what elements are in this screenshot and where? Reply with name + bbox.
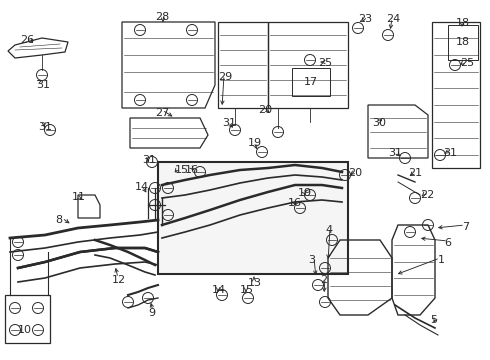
Text: 10: 10 <box>18 325 32 335</box>
Text: 31: 31 <box>142 155 156 165</box>
Text: 14: 14 <box>212 285 226 295</box>
Text: 19: 19 <box>298 188 312 198</box>
Text: 25: 25 <box>318 58 332 68</box>
Text: 4: 4 <box>325 225 332 235</box>
Text: 16: 16 <box>288 198 302 208</box>
Text: 13: 13 <box>248 278 262 288</box>
Text: 6: 6 <box>444 238 451 248</box>
Text: 31: 31 <box>36 80 50 90</box>
Text: 22: 22 <box>420 190 434 200</box>
Text: 9: 9 <box>148 308 155 318</box>
Text: 21: 21 <box>408 168 422 178</box>
Text: 18: 18 <box>456 18 470 28</box>
Text: 25: 25 <box>460 58 474 68</box>
Text: 1: 1 <box>438 255 445 265</box>
Text: 23: 23 <box>358 14 372 24</box>
Text: 28: 28 <box>155 12 169 22</box>
Text: 16: 16 <box>185 165 199 175</box>
Text: 15: 15 <box>175 165 189 175</box>
Bar <box>5 295 50 343</box>
Text: 11: 11 <box>72 192 86 202</box>
Text: 15: 15 <box>240 285 254 295</box>
Text: 24: 24 <box>386 14 400 24</box>
Text: 20: 20 <box>258 105 272 115</box>
Text: 8: 8 <box>55 215 62 225</box>
Text: 29: 29 <box>218 72 232 82</box>
Bar <box>292 68 330 96</box>
Text: 2: 2 <box>320 275 327 285</box>
Bar <box>448 25 478 60</box>
Text: 31: 31 <box>443 148 457 158</box>
Text: 17: 17 <box>304 77 318 87</box>
Text: 31: 31 <box>222 118 236 128</box>
Text: 30: 30 <box>372 118 386 128</box>
Text: 20: 20 <box>348 168 362 178</box>
Text: 27: 27 <box>155 108 169 118</box>
Text: 31: 31 <box>38 122 52 132</box>
Text: 7: 7 <box>462 222 469 232</box>
Text: 12: 12 <box>112 275 126 285</box>
Text: 26: 26 <box>20 35 34 45</box>
Text: 31: 31 <box>388 148 402 158</box>
Text: 18: 18 <box>456 37 470 47</box>
Text: 19: 19 <box>248 138 262 148</box>
Text: 5: 5 <box>430 315 437 325</box>
Text: 3: 3 <box>308 255 315 265</box>
Text: 14: 14 <box>135 182 149 192</box>
Bar <box>158 162 348 274</box>
